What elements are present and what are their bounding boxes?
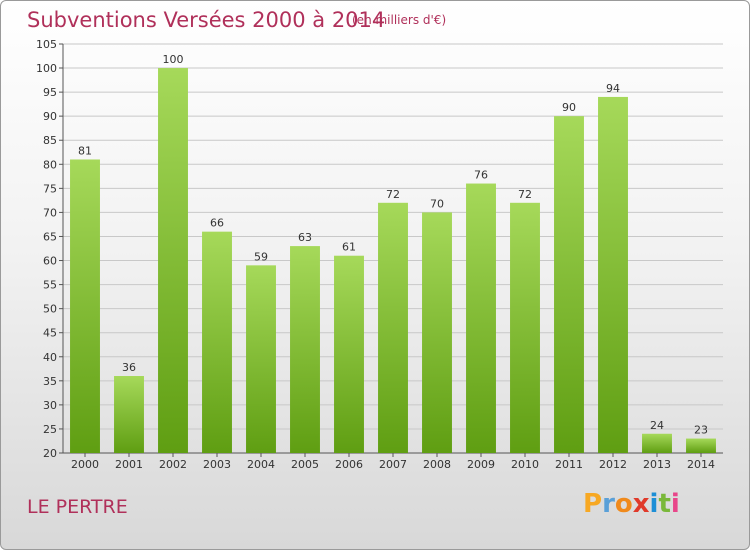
value-label-2012: 94 [606,82,620,95]
value-label-2014: 23 [694,424,708,437]
value-label-2001: 36 [122,361,136,374]
logo-letter: o [614,489,633,519]
x-tick-label-2005: 2005 [291,458,319,471]
x-tick-label-2013: 2013 [643,458,671,471]
value-label-2006: 61 [342,241,356,254]
y-tick-label: 50 [43,303,57,316]
bar-2014 [686,438,716,453]
bar-2012 [598,96,628,453]
x-tick-label-2006: 2006 [335,458,363,471]
bar-2001 [114,376,144,453]
x-tick-label-2009: 2009 [467,458,495,471]
logo-letter: i [649,489,659,519]
y-tick-label: 30 [43,399,57,412]
proxiti-logo: Proxiti [583,489,680,519]
value-label-2007: 72 [386,188,400,201]
bar-2002 [158,68,188,453]
x-tick-label-2011: 2011 [555,458,583,471]
bar-2000 [70,159,100,453]
logo-letter: P [583,489,603,519]
x-tick-label-2000: 2000 [71,458,99,471]
logo-letter: x [632,489,650,519]
chart-subtitle: (en milliers d'€) [352,13,447,27]
x-tick-label-2004: 2004 [247,458,275,471]
commune-name: LE PERTRE [27,496,128,518]
bars [70,68,716,454]
y-tick-label: 55 [43,279,57,292]
y-tick-label: 85 [43,134,57,147]
y-tick-label: 90 [43,110,57,123]
bar-2004 [246,265,276,453]
x-tick-label-2010: 2010 [511,458,539,471]
bar-2008 [422,212,452,453]
value-label-2013: 24 [650,419,664,432]
bar-2009 [466,183,496,453]
y-tick-label: 75 [43,182,57,195]
y-tick-label: 105 [36,38,57,51]
labels: 81 2000 36 2001 100 2002 66 2003 59 2004 63 2005 61 2… [71,53,715,471]
y-tick-label: 60 [43,255,57,268]
logo-letter: t [658,489,671,519]
x-tick-label-2012: 2012 [599,458,627,471]
y-tick-label: 65 [43,230,57,243]
x-tick-label-2008: 2008 [423,458,451,471]
y-tick-label: 20 [43,447,57,460]
value-label-2004: 59 [254,250,268,263]
logo-letter: r [602,489,615,519]
y-tick-label: 45 [43,327,57,340]
y-tick-label: 80 [43,158,57,171]
value-label-2010: 72 [518,188,532,201]
value-label-2003: 66 [210,217,224,230]
y-tick-label: 25 [43,423,57,436]
y-tick-label: 35 [43,375,57,388]
value-label-2000: 81 [78,144,92,157]
x-tick-label-2001: 2001 [115,458,143,471]
y-tick-label: 95 [43,86,57,99]
y-tick-label: 40 [43,351,57,364]
chart-title: Subventions Versées 2000 à 2014 [27,8,386,32]
value-label-2002: 100 [163,53,184,66]
x-tick-label-2002: 2002 [159,458,187,471]
bar-2013 [642,433,672,453]
value-label-2009: 76 [474,169,488,182]
x-tick-label-2014: 2014 [687,458,715,471]
bar-2011 [554,116,584,454]
x-tick-label-2003: 2003 [203,458,231,471]
bar-2006 [334,255,364,453]
value-label-2005: 63 [298,231,312,244]
value-label-2011: 90 [562,101,576,114]
bar-2003 [202,231,232,453]
value-label-2008: 70 [430,197,444,210]
logo-letter: i [670,489,680,519]
y-tick-label: 70 [43,206,57,219]
bar-2007 [378,202,408,453]
x-tick-label-2007: 2007 [379,458,407,471]
bar-2010 [510,202,540,453]
bar-2005 [290,246,320,453]
y-tick-label: 100 [36,62,57,75]
